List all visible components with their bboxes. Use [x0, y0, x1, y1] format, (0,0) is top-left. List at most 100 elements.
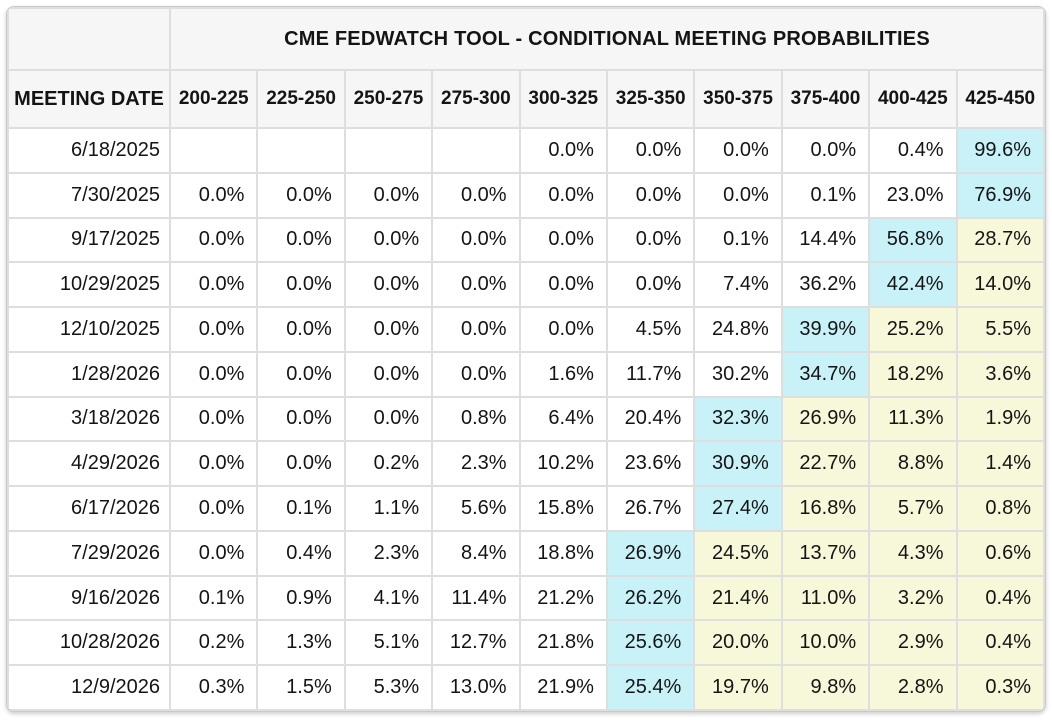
probability-cell: 0.0% — [431, 261, 521, 309]
probability-cell: 5.6% — [431, 485, 521, 532]
probability-cell: 0.0% — [693, 127, 783, 174]
probability-cell-tail: 0.3% — [955, 664, 1045, 711]
probability-cell-max: 56.8% — [868, 216, 958, 264]
probability-cell: 0.0% — [168, 261, 259, 309]
probability-cell-tail: 0.6% — [955, 529, 1045, 577]
table-row: 6/17/2026 0.0% 0.1% 1.1% 5.6% 15.8% 26.7% 27.4%… — [7, 485, 1045, 532]
fedwatch-table: CME FEDWATCH TOOL - CONDITIONAL MEETING … — [7, 7, 1045, 711]
rate-column-header: 300-325 — [518, 69, 608, 129]
probability-cell: 0.0% — [605, 171, 696, 219]
rate-column-header: 200-225 — [168, 69, 259, 129]
probability-cell-tail: 25.2% — [868, 306, 958, 353]
probability-cell-tail: 19.7% — [693, 664, 783, 711]
probability-cell: 0.2% — [168, 619, 259, 667]
meeting-date-cell: 7/30/2025 — [7, 171, 171, 219]
probability-cell: 15.8% — [518, 485, 608, 532]
probability-cell: 10.2% — [518, 440, 608, 488]
probability-cell: 0.4% — [256, 529, 346, 577]
probability-cell-tail: 3.2% — [868, 574, 958, 622]
probability-cell: 0.0% — [168, 306, 259, 353]
probability-cell: 26.7% — [605, 485, 696, 532]
probability-cell-tail: 13.7% — [780, 529, 871, 577]
probability-cell-tail: 3.6% — [955, 350, 1045, 398]
probability-cell: 1.5% — [256, 664, 346, 711]
probability-cell-max: 25.6% — [605, 619, 696, 667]
table-row: 12/10/2025 0.0% 0.0% 0.0% 0.0% 0.0% 4.5% 24.8% 3… — [7, 306, 1045, 353]
meeting-date-cell: 4/29/2026 — [7, 440, 171, 488]
probability-cell-tail: 18.2% — [868, 350, 958, 398]
probability-cell-tail: 10.0% — [780, 619, 871, 667]
probability-cell: 14.4% — [780, 216, 871, 264]
probability-cell-max: 25.4% — [605, 664, 696, 711]
probability-cell-max: 39.9% — [780, 306, 871, 353]
probability-cell: 21.2% — [518, 574, 608, 622]
probability-cell: 4.5% — [605, 306, 696, 353]
table-title: CME FEDWATCH TOOL - CONDITIONAL MEETING … — [169, 7, 1045, 71]
rate-column-header: 400-425 — [868, 69, 958, 129]
probability-cell: 5.3% — [343, 664, 434, 711]
probability-cell-tail: 26.9% — [780, 395, 871, 443]
probability-cell: 0.4% — [868, 127, 958, 174]
probability-cell: 0.8% — [431, 395, 521, 443]
probability-cell-tail: 4.3% — [868, 529, 958, 577]
probability-cell: 0.0% — [168, 216, 259, 264]
probability-cell-tail: 0.8% — [955, 485, 1045, 532]
probability-cell: 0.0% — [431, 171, 521, 219]
probability-cell: 0.0% — [518, 127, 608, 174]
probability-cell: 0.1% — [256, 485, 346, 532]
probability-cell-max: 34.7% — [780, 350, 871, 398]
probability-cell: 0.0% — [518, 306, 608, 353]
meeting-date-cell: 9/16/2026 — [7, 574, 171, 622]
probability-cell-max: 76.9% — [955, 171, 1045, 219]
title-row: CME FEDWATCH TOOL - CONDITIONAL MEETING … — [7, 7, 1045, 71]
table-row: 10/29/2025 0.0% 0.0% 0.0% 0.0% 0.0% 0.0% 7.4% 36… — [7, 261, 1045, 309]
probability-cell-tail: 21.4% — [693, 574, 783, 622]
probability-cell: 0.0% — [256, 171, 346, 219]
table-row: 4/29/2026 0.0% 0.0% 0.2% 2.3% 10.2% 23.6% 30.9%… — [7, 440, 1045, 488]
probability-cell — [256, 127, 346, 174]
meeting-date-header: MEETING DATE — [7, 69, 171, 129]
probability-cell-tail: 20.0% — [693, 619, 783, 667]
probability-cell-tail: 14.0% — [955, 261, 1045, 309]
probability-cell-tail: 9.8% — [780, 664, 871, 711]
meeting-date-cell: 10/29/2025 — [7, 261, 171, 309]
probability-cell: 2.3% — [431, 440, 521, 488]
meeting-date-cell: 12/10/2025 — [7, 306, 171, 353]
probability-cell: 0.0% — [605, 261, 696, 309]
probability-cell: 0.0% — [343, 171, 434, 219]
probability-cell: 0.0% — [431, 216, 521, 264]
probability-cell-tail: 0.4% — [955, 574, 1045, 622]
meeting-date-cell: 9/17/2025 — [7, 216, 171, 264]
probability-cell: 1.6% — [518, 350, 608, 398]
probability-cell-tail: 28.7% — [955, 216, 1045, 264]
rate-column-header: 325-350 — [605, 69, 696, 129]
meeting-date-cell: 12/9/2026 — [7, 664, 171, 711]
rate-column-header: 250-275 — [343, 69, 434, 129]
table-row: 12/9/2026 0.3% 1.5% 5.3% 13.0% 21.9% 25.4% 19.7… — [7, 664, 1045, 711]
probability-cell: 0.0% — [343, 395, 434, 443]
probability-cell: 0.1% — [168, 574, 259, 622]
corner-cell — [7, 7, 171, 71]
probability-cell: 0.0% — [168, 395, 259, 443]
probability-cell-tail: 0.4% — [955, 619, 1045, 667]
probability-cell-max: 30.9% — [693, 440, 783, 488]
meeting-date-cell: 10/28/2026 — [7, 619, 171, 667]
probability-cell-tail: 24.5% — [693, 529, 783, 577]
probability-cell-tail: 5.7% — [868, 485, 958, 532]
table-row: 10/28/2026 0.2% 1.3% 5.1% 12.7% 21.8% 25.6% 20.… — [7, 619, 1045, 667]
probability-cell: 6.4% — [518, 395, 608, 443]
probability-cell: 21.9% — [518, 664, 608, 711]
probability-cell: 0.0% — [343, 306, 434, 353]
probability-cell: 0.0% — [168, 440, 259, 488]
probability-cell: 0.0% — [256, 395, 346, 443]
probability-cell-tail: 1.9% — [955, 395, 1045, 443]
probability-cell: 0.0% — [605, 127, 696, 174]
table-row: 9/16/2026 0.1% 0.9% 4.1% 11.4% 21.2% 26.2% 21.4… — [7, 574, 1045, 622]
probability-cell: 0.0% — [518, 171, 608, 219]
probability-cell: 0.0% — [518, 216, 608, 264]
probability-cell-tail: 11.0% — [780, 574, 871, 622]
probability-cell: 0.0% — [256, 261, 346, 309]
probability-cell — [431, 127, 521, 174]
probability-cell-tail: 2.9% — [868, 619, 958, 667]
probability-cell: 0.0% — [256, 216, 346, 264]
